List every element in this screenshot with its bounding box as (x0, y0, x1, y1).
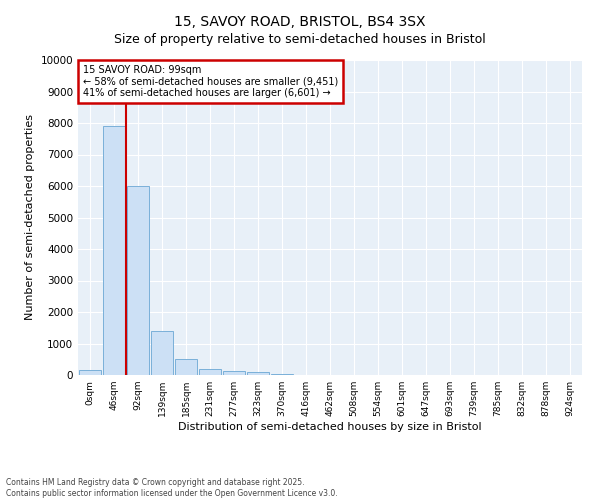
Text: Size of property relative to semi-detached houses in Bristol: Size of property relative to semi-detach… (114, 32, 486, 46)
Bar (199, 368, 221, 375)
Bar (79, 370, 101, 375)
Bar (175, 359, 197, 375)
Bar (103, 126, 125, 375)
Bar (223, 371, 245, 375)
Text: 15 SAVOY ROAD: 99sqm
← 58% of semi-detached houses are smaller (9,451)
41% of se: 15 SAVOY ROAD: 99sqm ← 58% of semi-detac… (83, 64, 338, 98)
Bar (271, 374, 293, 375)
Text: 15, SAVOY ROAD, BRISTOL, BS4 3SX: 15, SAVOY ROAD, BRISTOL, BS4 3SX (174, 15, 426, 29)
Y-axis label: Number of semi-detached properties: Number of semi-detached properties (25, 114, 35, 320)
Bar (151, 331, 173, 375)
Bar (127, 186, 149, 375)
X-axis label: Distribution of semi-detached houses by size in Bristol: Distribution of semi-detached houses by … (178, 422, 482, 432)
Text: Contains HM Land Registry data © Crown copyright and database right 2025.
Contai: Contains HM Land Registry data © Crown c… (6, 478, 338, 498)
Bar (247, 372, 269, 375)
